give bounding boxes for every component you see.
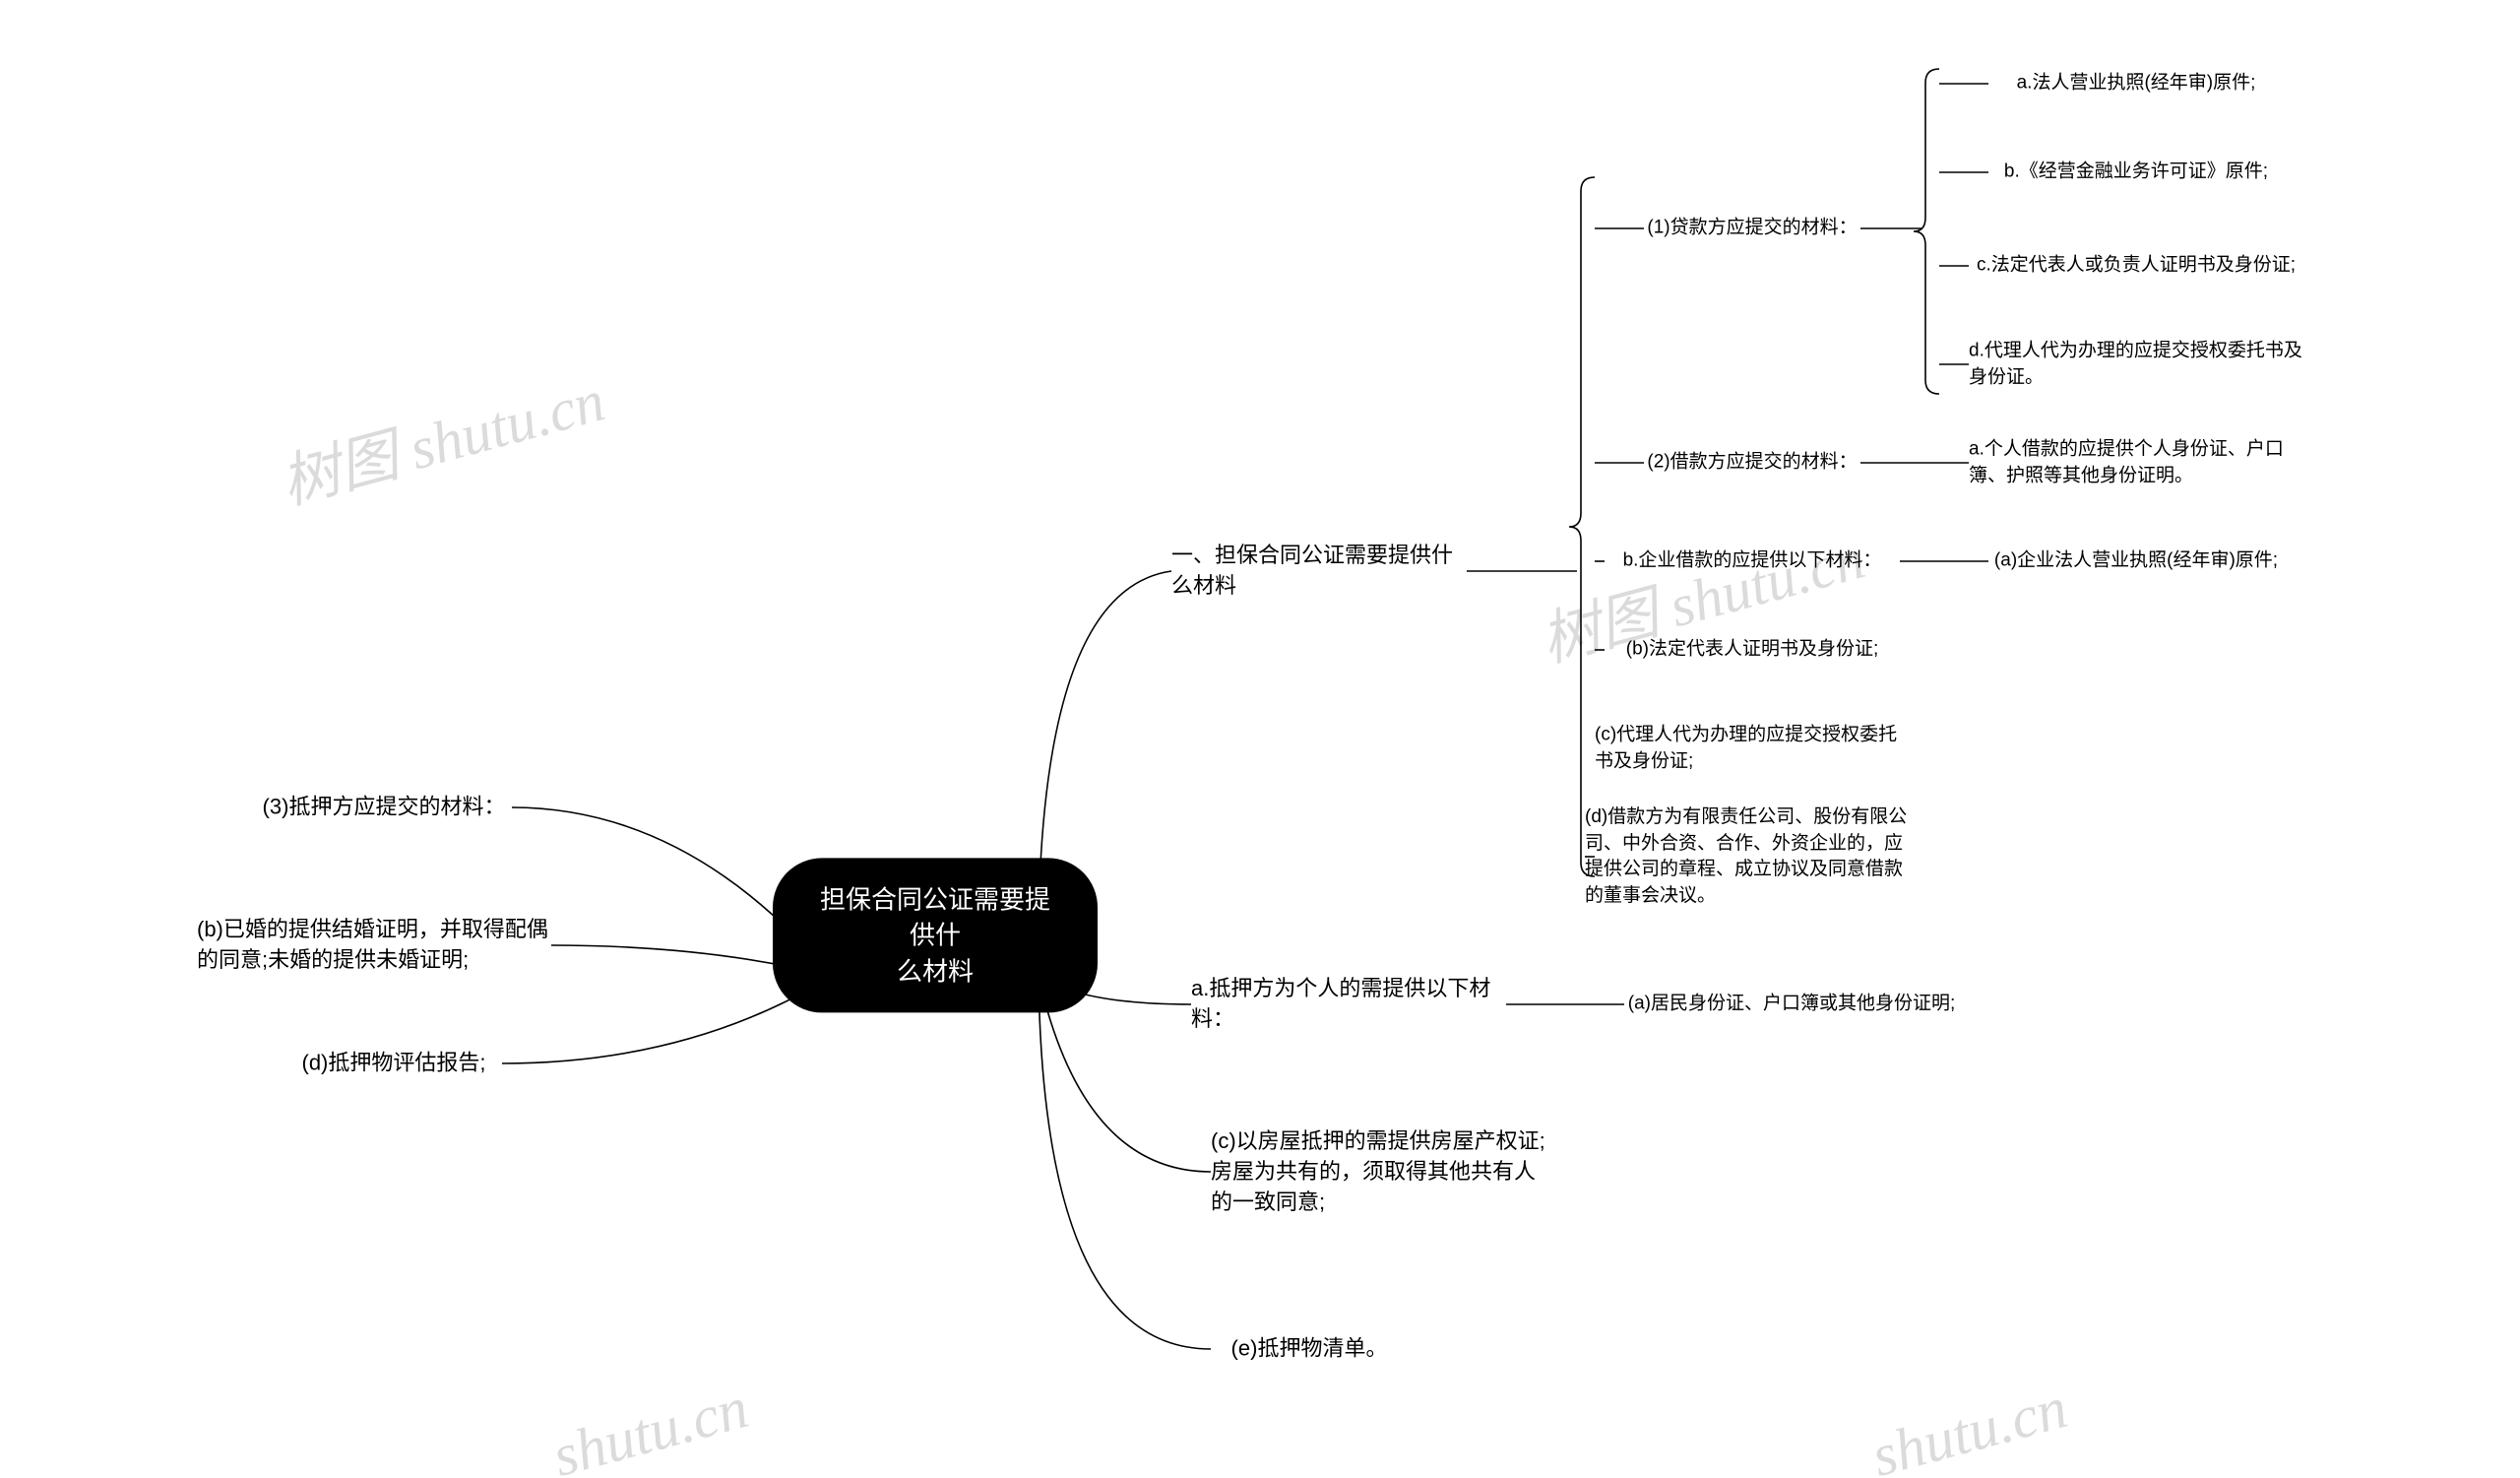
mindmap-node: 一、担保合同公证需要提供什么材料 [1171,541,1467,602]
edge [1039,977,1211,1350]
mindmap-node: (1)贷款方应提交的材料： [1647,216,1857,242]
root-node: 担保合同公证需要提供什 么材料 [773,858,1098,1012]
edges-layer [0,0,2520,1478]
mindmap-node: (c)以房屋抵押的需提供房屋产权证;房屋为共有的，须取得其他共有人的一致同意; [1211,1126,1545,1217]
mindmap-node: c.法定代表人或负责人证明书及身份证; [1977,253,2296,280]
mindmap-node: b.企业借款的应提供以下材料： [1623,548,1882,575]
mindmap-node: (a)居民身份证、户口簿或其他身份证明; [1628,992,1956,1018]
edge [1914,69,1939,394]
mindmap-node: (b)法定代表人证明书及身份证; [1626,637,1879,664]
mindmap-node: (2)借款方应提交的材料： [1647,450,1857,477]
mindmap-node: a.抵押方为个人的需提供以下材料： [1191,974,1506,1035]
mindmap-node: (d)借款方为有限责任公司、股份有限公司、中外合资、合作、外资企业的，应提供公司… [1585,804,1920,909]
mindmap-node: (c)代理人代为办理的应提交授权委托书及身份证; [1595,722,1910,774]
mindmap-node: (d)抵押物评估报告; [301,1049,485,1079]
mindmap-node: (b)已婚的提供结婚证明，并取得配偶的同意;未婚的提供未婚证明; [197,915,551,976]
edge [1569,177,1595,876]
mindmap-node: a.个人借款的应提供个人身份证、户口簿、护照等其他身份证明。 [1969,436,2303,488]
mindmap-node: (3)抵押方应提交的材料： [263,793,506,823]
mindmap-node: (e)抵押物清单。 [1231,1334,1388,1365]
mindmap-node: d.代理人代为办理的应提交授权委托书及身份证。 [1969,338,2303,390]
mindmap-node: a.法人营业执照(经年审)原件; [2017,71,2256,97]
mindmap-node: (a)企业法人营业执照(经年审)原件; [1994,548,2278,575]
mindmap-node: b.《经营金融业务许可证》原件; [2004,160,2268,186]
